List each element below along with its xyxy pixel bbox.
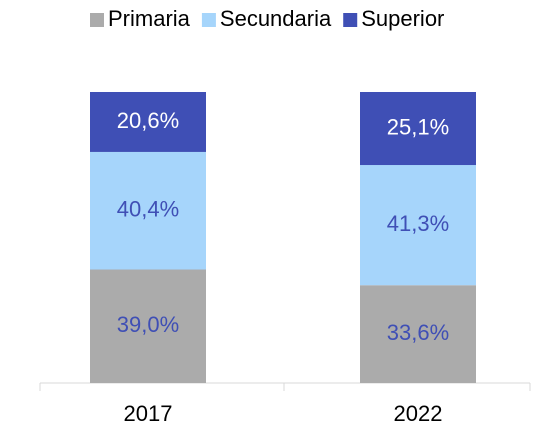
bar-segment (90, 269, 206, 383)
bar-segment (90, 151, 206, 270)
bar-segment (360, 92, 476, 166)
data-label: 33,6% (387, 320, 449, 345)
legend-swatch (90, 13, 104, 27)
data-label: 20,6% (117, 108, 179, 133)
data-label: 40,4% (117, 197, 179, 222)
x-tick-label: 2017 (124, 401, 173, 426)
legend-swatch (343, 13, 358, 27)
data-label: 41,3% (387, 211, 449, 236)
legend-swatch (201, 13, 216, 27)
legend-label: Superior (361, 6, 444, 31)
bar-segment (360, 165, 476, 286)
data-label: 39,0% (117, 312, 179, 337)
bar-segment (360, 285, 476, 383)
legend-label: Secundaria (220, 6, 332, 31)
x-tick-label: 2022 (394, 401, 443, 426)
data-label: 25,1% (387, 114, 449, 139)
legend-label: Primaria (108, 6, 191, 31)
bar-segment (90, 92, 206, 152)
